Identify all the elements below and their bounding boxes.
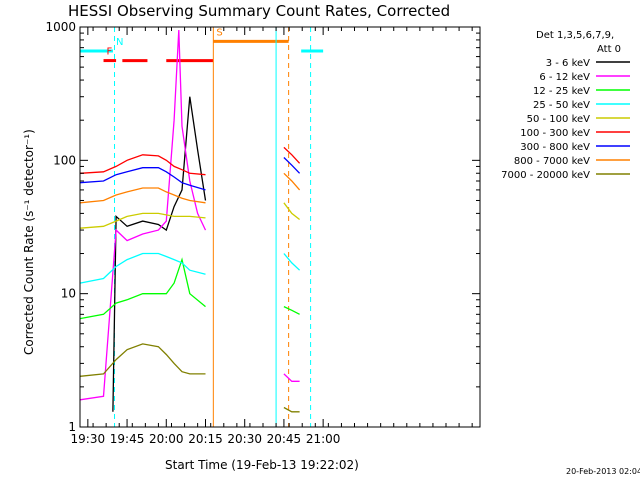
- series-layer: [79, 29, 301, 413]
- x-tick-label: 20:30: [227, 432, 262, 446]
- x-tick-label: 19:45: [110, 432, 145, 446]
- series-line: [79, 252, 206, 284]
- x-axis: 19:30 19:45 20:00 20:15 20:30 20:45 21:00: [71, 27, 473, 446]
- legend-header-line-1: Det 1,3,5,6,7,9,: [536, 30, 614, 41]
- flag-label: F: [107, 47, 113, 58]
- legend-entry-label: 3 - 6 keV: [546, 58, 590, 69]
- legend-entry-label: 300 - 800 keV: [520, 142, 590, 153]
- x-axis-label: Start Time (19-Feb-13 19:22:02): [165, 458, 359, 472]
- vertical-markers: [79, 27, 312, 427]
- y-tick-label: 100: [53, 153, 76, 167]
- x-tick-label: 20:00: [149, 432, 184, 446]
- series-line: [79, 257, 206, 320]
- series-line: [79, 187, 206, 204]
- x-tick-label: 20:45: [267, 432, 302, 446]
- plot-timestamp: 20-Feb-2013 02:04: [566, 467, 640, 476]
- x-tick-label: 21:00: [306, 432, 341, 446]
- flag-label: N: [116, 37, 123, 48]
- y-tick-label: 10: [61, 287, 76, 301]
- series-line: [79, 212, 206, 229]
- series-line: [79, 154, 206, 176]
- legend-entry-label: 12 - 25 keV: [533, 86, 590, 97]
- series-line: [79, 29, 207, 401]
- series-line: [112, 96, 207, 412]
- series-line: [283, 373, 300, 382]
- series-line: [283, 406, 300, 413]
- legend-header-line-2: Att 0: [597, 44, 621, 55]
- series-line: [79, 343, 206, 377]
- legend-entry-label: 100 - 300 keV: [520, 128, 590, 139]
- series-line: [283, 172, 301, 191]
- legend-entry-label: 800 - 7000 keV: [514, 156, 590, 167]
- x-tick-label: 20:15: [188, 432, 223, 446]
- series-line: [79, 167, 206, 191]
- series-line: [283, 146, 301, 164]
- legend: Det 1,3,5,6,7,9, Att 0 3 - 6 keV 6 - 12 k…: [501, 30, 630, 181]
- legend-entry-label: 7000 - 20000 keV: [501, 170, 590, 181]
- flags-layer: NF S: [80, 27, 324, 63]
- series-line: [283, 253, 301, 271]
- chart-title: HESSI Observing Summary Count Rates, Cor…: [68, 2, 450, 20]
- legend-entry-label: 25 - 50 keV: [533, 100, 590, 111]
- series-line: [283, 157, 301, 174]
- y-axis-label: Corrected Count Rate (s⁻¹ detector⁻¹): [22, 129, 36, 355]
- flag-label: S: [216, 27, 222, 38]
- y-axis: 1 10 100 1000: [45, 20, 480, 434]
- series-line: [283, 306, 300, 315]
- legend-entry-label: 50 - 100 keV: [527, 114, 591, 125]
- x-tick-label: 19:30: [71, 432, 106, 446]
- plot-frame: [79, 26, 481, 428]
- series-line: [283, 202, 301, 221]
- legend-entry-label: 6 - 12 keV: [539, 72, 590, 83]
- y-tick-label: 1000: [45, 20, 76, 34]
- y-tick-label: 1: [68, 420, 76, 434]
